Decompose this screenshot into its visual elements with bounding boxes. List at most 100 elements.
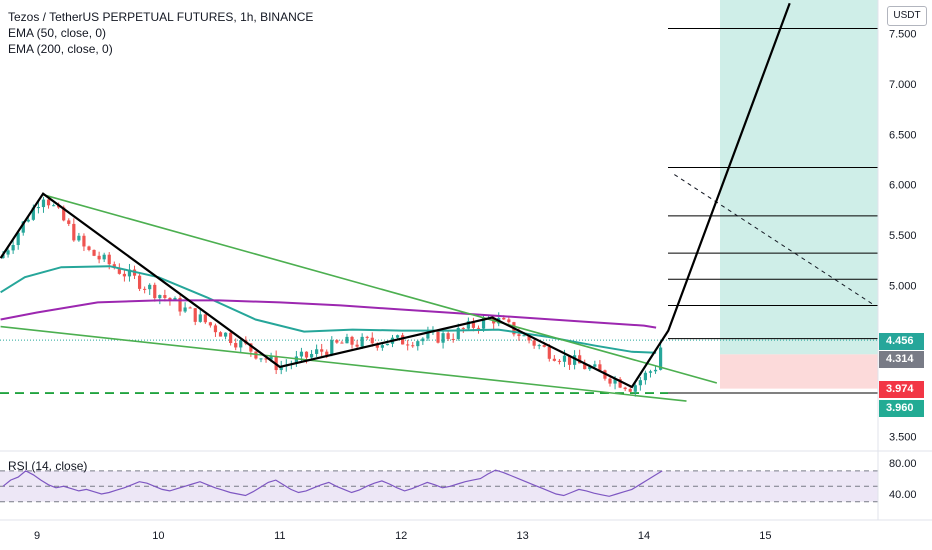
candle-body[interactable] [461,327,465,329]
candle-body[interactable] [562,355,567,362]
candle-body[interactable] [92,249,96,256]
candle-body[interactable] [593,364,597,367]
candle-body[interactable] [643,372,648,381]
symbol-title[interactable]: Tezos / TetherUS PERPETUAL FUTURES, 1h, … [8,10,314,24]
candle-body[interactable] [406,344,410,346]
candle-body[interactable] [471,321,476,328]
candle-body[interactable] [309,353,314,358]
candle-body[interactable] [380,345,384,348]
candle-body[interactable] [557,360,562,362]
candle-body[interactable] [355,344,359,347]
ema200-line[interactable] [0,299,657,329]
candle-body[interactable] [426,332,430,339]
candle-body[interactable] [208,322,212,326]
candle-body[interactable] [294,356,298,364]
candle-body[interactable] [51,205,56,207]
candle-body[interactable] [421,338,425,342]
candle-body[interactable] [481,317,486,329]
candle-body[interactable] [547,346,551,359]
candle-body[interactable] [112,264,116,268]
candle-body[interactable] [653,369,658,372]
candle-body[interactable] [107,254,111,265]
candle-body[interactable] [153,284,157,299]
candle-body[interactable] [335,340,339,343]
candle-body[interactable] [213,325,218,333]
candle-body[interactable] [628,389,632,392]
candle-body[interactable] [522,335,526,337]
candle-body[interactable] [451,338,455,340]
candle-body[interactable] [249,343,253,352]
candle-body[interactable] [304,351,309,358]
candle-body[interactable] [16,232,20,246]
candle-body[interactable] [234,343,238,348]
candle-body[interactable] [567,355,572,365]
candle-body[interactable] [229,332,233,344]
candle-body[interactable] [385,343,390,346]
candle-body[interactable] [320,349,324,352]
candle-body[interactable] [148,284,152,290]
candle-body[interactable] [365,336,369,338]
candle-body[interactable] [507,319,511,323]
candle-body[interactable] [395,335,400,338]
candle-body[interactable] [36,207,41,209]
rsi-legend[interactable]: RSI (14, close) [8,459,88,473]
candle-body[interactable] [41,199,46,208]
candle-body[interactable] [137,275,142,289]
candle-body[interactable] [269,355,273,360]
candle-body[interactable] [552,358,556,361]
candle-body[interactable] [82,235,86,247]
candle-body[interactable] [11,245,15,251]
long-position-target-zone[interactable] [720,0,878,355]
candle-body[interactable] [578,355,582,364]
long-position-stop-zone[interactable] [720,354,878,389]
candle-body[interactable] [608,378,612,384]
candle-body[interactable] [325,351,329,356]
candle-body[interactable] [517,334,521,336]
candle-body[interactable] [532,340,536,346]
candle-body[interactable] [340,342,344,344]
candle-body[interactable] [598,364,602,371]
candle-body[interactable] [218,332,223,337]
candle-body[interactable] [299,351,304,357]
candle-body[interactable] [537,345,541,347]
candle-body[interactable] [658,347,663,370]
candle-body[interactable] [476,327,481,329]
candle-body[interactable] [279,366,283,371]
candle-body[interactable] [446,333,450,339]
candle-body[interactable] [618,379,622,388]
price-axis[interactable] [878,0,932,550]
candle-body[interactable] [527,335,531,341]
candle-body[interactable] [97,255,101,260]
candle-body[interactable] [259,358,263,360]
candle-body[interactable] [163,295,167,298]
candle-body[interactable] [441,333,445,343]
candle-body[interactable] [117,267,121,274]
candle-body[interactable] [87,246,91,250]
candle-body[interactable] [188,307,192,309]
candle-body[interactable] [203,314,207,323]
candle-body[interactable] [345,336,349,344]
candle-body[interactable] [72,223,76,241]
candle-body[interactable] [46,199,51,206]
candle-body[interactable] [360,336,364,347]
candle-body[interactable] [223,332,228,337]
candle-body[interactable] [375,343,379,348]
candle-body[interactable] [67,220,71,224]
candle-body[interactable] [583,363,587,370]
candle-body[interactable] [264,358,268,360]
candle-body[interactable] [416,341,420,347]
candle-body[interactable] [572,355,577,365]
candle-body[interactable] [350,336,354,345]
candle-body[interactable] [102,254,106,260]
candle-body[interactable] [143,288,147,290]
zigzag-pattern-line[interactable] [0,2,791,389]
candle-body[interactable] [6,250,10,255]
candle-body[interactable] [198,314,202,322]
candle-body[interactable] [456,327,460,339]
candle-body[interactable] [542,345,546,347]
candle-body[interactable] [436,331,440,343]
candle-body[interactable] [648,371,653,373]
ema200-legend[interactable]: EMA (200, close, 0) [8,42,113,56]
rsi-line[interactable] [2,469,663,497]
